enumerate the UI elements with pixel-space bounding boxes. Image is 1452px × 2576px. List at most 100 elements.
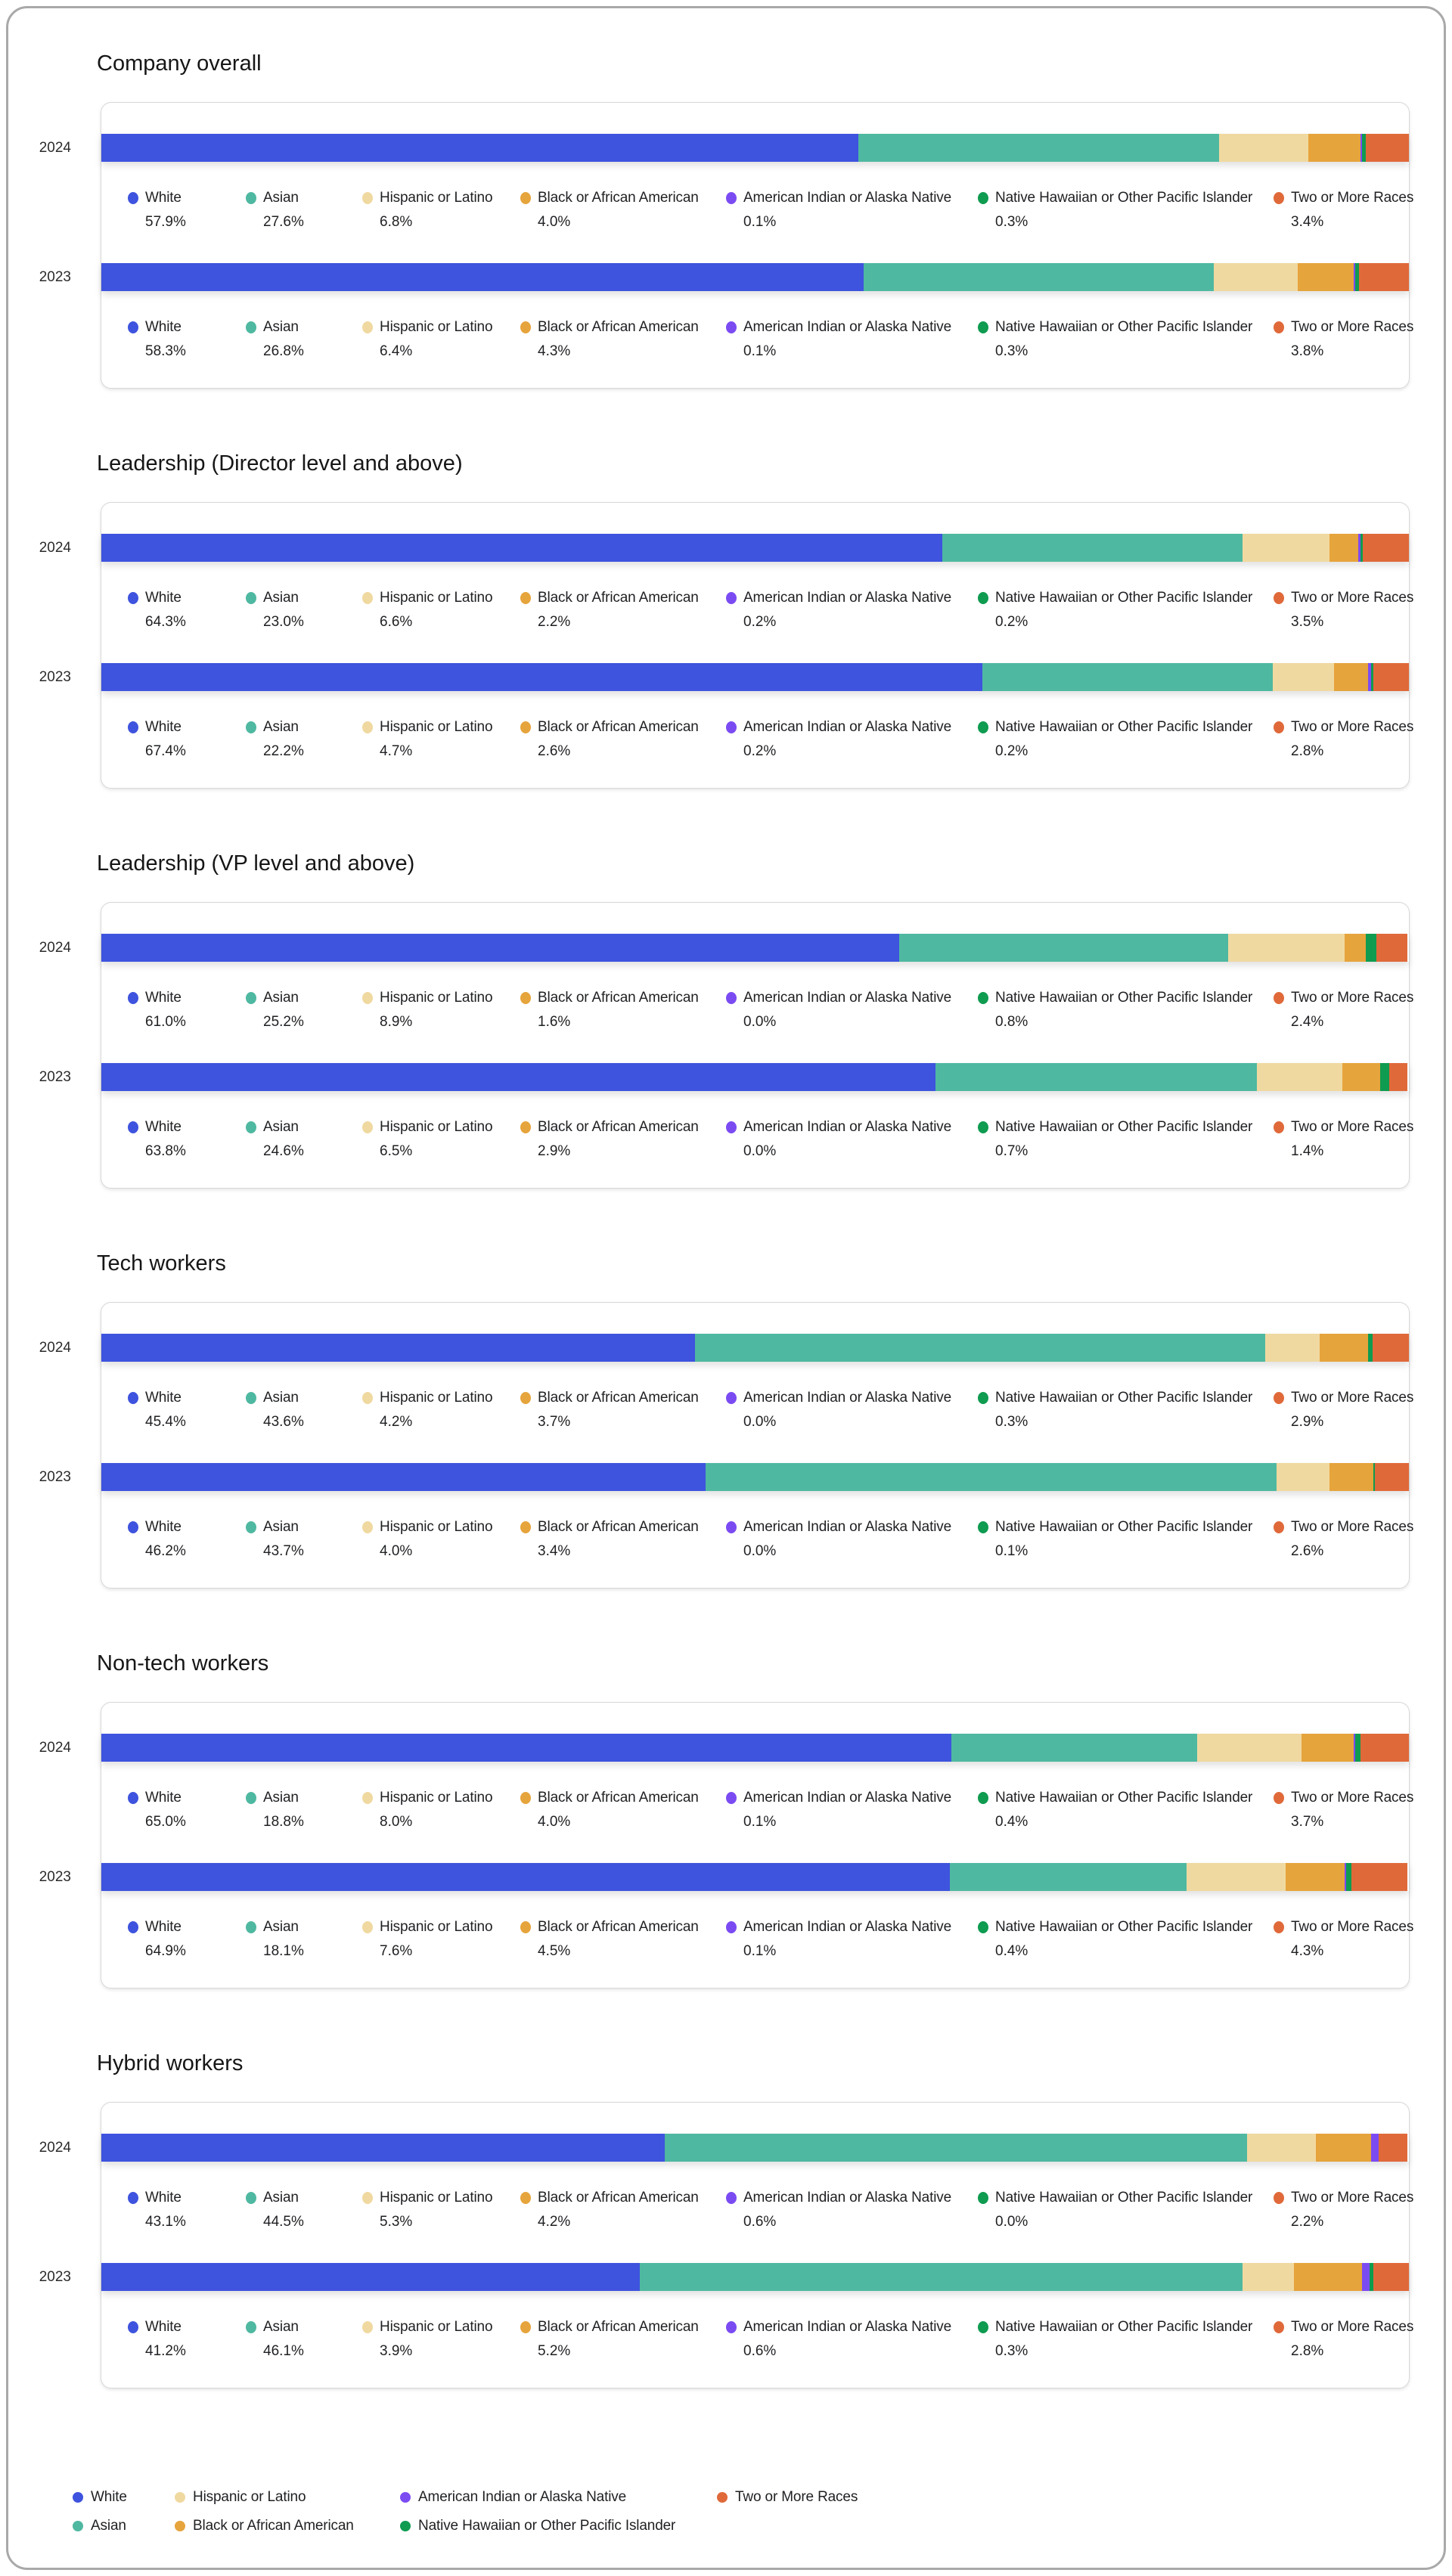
bar-segment-two-or-more-races[interactable] <box>1360 1734 1409 1762</box>
bar-segment-black-or-african-american[interactable] <box>1345 934 1366 962</box>
bar-segment-asian[interactable] <box>694 1334 1265 1362</box>
stacked-bar[interactable] <box>101 663 1409 691</box>
bar-segment-two-or-more-races[interactable] <box>1389 1063 1408 1091</box>
bar-segment-white[interactable] <box>101 663 983 691</box>
stacked-bar[interactable] <box>101 134 1409 162</box>
bar-segment-hispanic-or-latino[interactable] <box>1219 134 1308 162</box>
bar-segment-black-or-african-american[interactable] <box>1329 1463 1374 1491</box>
bar-segment-asian[interactable] <box>950 1863 1187 1891</box>
bar-segment-american-indian-or-alaska-native[interactable] <box>1360 134 1362 162</box>
bar-segment-native-hawaiian-or-other-pacific-islander[interactable] <box>1361 134 1366 162</box>
bar-segment-asian[interactable] <box>942 534 1243 562</box>
stacked-bar[interactable] <box>101 1463 1409 1491</box>
bar-segment-american-indian-or-alaska-native[interactable] <box>1357 534 1360 562</box>
bar-segment-asian[interactable] <box>982 663 1274 691</box>
bar-segment-american-indian-or-alaska-native[interactable] <box>1370 2134 1379 2162</box>
stacked-bar[interactable] <box>101 934 1409 962</box>
bar-segment-hispanic-or-latino[interactable] <box>1243 2263 1294 2291</box>
bar-segment-hispanic-or-latino[interactable] <box>1277 1463 1329 1491</box>
year-axis-label: 2024 <box>39 540 71 556</box>
bar-segment-native-hawaiian-or-other-pacific-islander[interactable] <box>1355 1734 1360 1762</box>
bar-segment-asian[interactable] <box>898 934 1229 962</box>
legend-value: 24.6% <box>263 1143 304 1159</box>
bar-segment-white[interactable] <box>101 2134 666 2162</box>
bar-segment-two-or-more-races[interactable] <box>1359 263 1409 291</box>
bar-segment-native-hawaiian-or-other-pacific-islander[interactable] <box>1370 2263 1374 2291</box>
year-axis-label: 2024 <box>39 940 71 956</box>
bar-segment-hispanic-or-latino[interactable] <box>1196 1734 1302 1762</box>
bar-segment-hispanic-or-latino[interactable] <box>1228 934 1345 962</box>
bar-segment-american-indian-or-alaska-native[interactable] <box>1345 1863 1346 1891</box>
bar-segment-asian[interactable] <box>858 134 1220 162</box>
bar-segment-american-indian-or-alaska-native[interactable] <box>1361 2263 1370 2291</box>
bar-segment-asian[interactable] <box>665 2134 1247 2162</box>
bar-segment-two-or-more-races[interactable] <box>1375 1463 1409 1491</box>
bar-segment-white[interactable] <box>101 1734 951 1762</box>
bar-segment-two-or-more-races[interactable] <box>1351 1863 1408 1891</box>
bar-segment-two-or-more-races[interactable] <box>1363 534 1409 562</box>
bar-segment-black-or-african-american[interactable] <box>1286 1863 1345 1891</box>
bar-segment-hispanic-or-latino[interactable] <box>1273 663 1335 691</box>
bar-segment-hispanic-or-latino[interactable] <box>1246 2134 1317 2162</box>
bar-segment-two-or-more-races[interactable] <box>1365 134 1409 162</box>
stacked-bar[interactable] <box>101 1734 1409 1762</box>
stacked-bar[interactable] <box>101 263 1409 291</box>
bar-segment-black-or-african-american[interactable] <box>1293 2263 1362 2291</box>
bar-segment-white[interactable] <box>101 263 864 291</box>
bar-segment-white[interactable] <box>101 134 859 162</box>
bar-segment-native-hawaiian-or-other-pacific-islander[interactable] <box>1345 1863 1351 1891</box>
bar-segment-black-or-african-american[interactable] <box>1302 1734 1354 1762</box>
bar-segment-native-hawaiian-or-other-pacific-islander[interactable] <box>1368 1334 1373 1362</box>
bar-segment-two-or-more-races[interactable] <box>1373 663 1409 691</box>
bar-segment-hispanic-or-latino[interactable] <box>1264 1334 1320 1362</box>
bar-segment-hispanic-or-latino[interactable] <box>1214 263 1298 291</box>
bar-segment-two-or-more-races[interactable] <box>1373 2263 1409 2291</box>
bar-segment-black-or-african-american[interactable] <box>1298 263 1354 291</box>
bar-segment-american-indian-or-alaska-native[interactable] <box>1368 663 1371 691</box>
bar-segment-asian[interactable] <box>705 1463 1277 1491</box>
bar-segment-asian[interactable] <box>640 2263 1243 2291</box>
legend-value: 0.6% <box>743 2214 777 2230</box>
bar-segment-white[interactable] <box>101 1463 706 1491</box>
bar-segment-black-or-african-american[interactable] <box>1308 134 1360 162</box>
bar-segment-white[interactable] <box>101 1063 936 1091</box>
bar-segment-american-indian-or-alaska-native[interactable] <box>1354 263 1356 291</box>
bar-segment-two-or-more-races[interactable] <box>1379 2134 1408 2162</box>
legend-value: 64.9% <box>145 1943 186 1959</box>
bar-segment-black-or-african-american[interactable] <box>1329 534 1358 562</box>
legend-item-white: White 45.4% <box>128 1389 246 1431</box>
bar-segment-white[interactable] <box>101 934 899 962</box>
legend-label: White <box>145 1390 182 1406</box>
bar-segment-asian[interactable] <box>951 1734 1197 1762</box>
bar-segment-asian[interactable] <box>864 263 1215 291</box>
bar-segment-hispanic-or-latino[interactable] <box>1187 1863 1286 1891</box>
stacked-bar[interactable] <box>101 1063 1409 1091</box>
stacked-bar[interactable] <box>101 1863 1409 1891</box>
bar-segment-native-hawaiian-or-other-pacific-islander[interactable] <box>1360 534 1364 562</box>
bar-segment-asian[interactable] <box>935 1063 1258 1091</box>
bar-segment-native-hawaiian-or-other-pacific-islander[interactable] <box>1373 1463 1376 1491</box>
bar-segment-black-or-african-american[interactable] <box>1334 663 1369 691</box>
bar-segment-two-or-more-races[interactable] <box>1376 934 1408 962</box>
bar-segment-white[interactable] <box>101 2263 641 2291</box>
bar-segment-hispanic-or-latino[interactable] <box>1257 1063 1342 1091</box>
bar-segment-hispanic-or-latino[interactable] <box>1243 534 1329 562</box>
stacked-bar[interactable] <box>101 2134 1409 2162</box>
bar-segment-american-indian-or-alaska-native[interactable] <box>1354 1734 1356 1762</box>
stacked-bar[interactable] <box>101 2263 1409 2291</box>
legend-item-native-hawaiian-or-other-pacific-islander: Native Hawaiian or Other Pacific Islande… <box>978 1789 1274 1830</box>
bar-segment-native-hawaiian-or-other-pacific-islander[interactable] <box>1365 934 1376 962</box>
legend-label: Black or African American <box>538 1119 699 1135</box>
bar-segment-native-hawaiian-or-other-pacific-islander[interactable] <box>1370 663 1374 691</box>
bar-segment-native-hawaiian-or-other-pacific-islander[interactable] <box>1355 263 1360 291</box>
bar-segment-white[interactable] <box>101 1863 951 1891</box>
stacked-bar[interactable] <box>101 534 1409 562</box>
bar-segment-white[interactable] <box>101 1334 695 1362</box>
bar-segment-two-or-more-races[interactable] <box>1372 1334 1409 1362</box>
bar-segment-black-or-african-american[interactable] <box>1342 1063 1380 1091</box>
bar-segment-black-or-african-american[interactable] <box>1320 1334 1369 1362</box>
bar-segment-black-or-african-american[interactable] <box>1316 2134 1371 2162</box>
bar-segment-white[interactable] <box>101 534 942 562</box>
bar-segment-native-hawaiian-or-other-pacific-islander[interactable] <box>1379 1063 1390 1091</box>
stacked-bar[interactable] <box>101 1334 1409 1362</box>
